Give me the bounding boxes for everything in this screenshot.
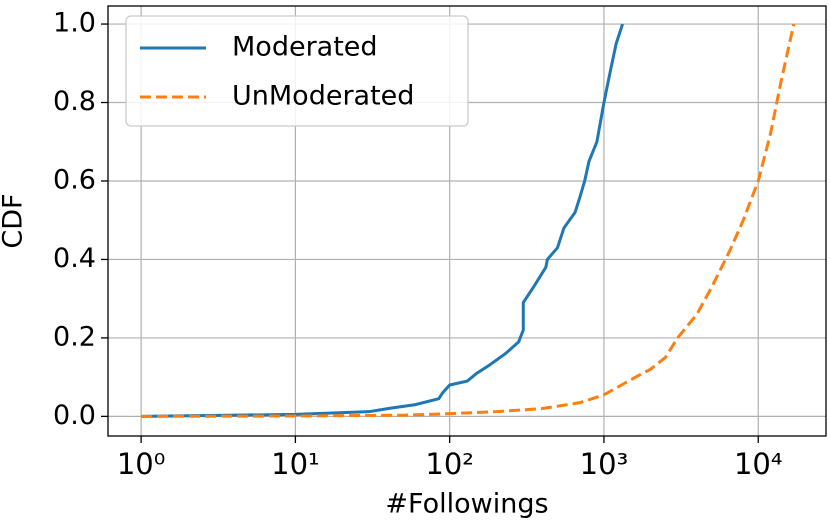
x-tick-label: 10³ <box>580 447 629 481</box>
series-line <box>141 23 796 418</box>
plot-frame <box>107 5 827 437</box>
x-axis-label: #Followings <box>385 489 548 520</box>
x-tick-label: 10² <box>425 447 474 481</box>
x-tick-label: 10⁰ <box>117 447 166 481</box>
y-tick-label: 0.6 <box>53 164 96 195</box>
y-tick-label: 0.0 <box>53 400 96 431</box>
y-tick-label: 1.0 <box>53 8 96 39</box>
legend-label: UnModerated <box>232 81 414 112</box>
series-line <box>141 23 624 418</box>
x-tick-label: 10⁴ <box>734 447 783 481</box>
x-tick-label: 10¹ <box>271 447 320 481</box>
y-axis-label: CDF <box>0 193 29 248</box>
legend-label: Moderated <box>232 32 378 63</box>
legend-box <box>125 15 469 127</box>
y-tick-label: 0.4 <box>53 243 96 274</box>
y-tick-label: 0.8 <box>53 86 96 117</box>
y-tick-label: 0.2 <box>53 321 96 352</box>
